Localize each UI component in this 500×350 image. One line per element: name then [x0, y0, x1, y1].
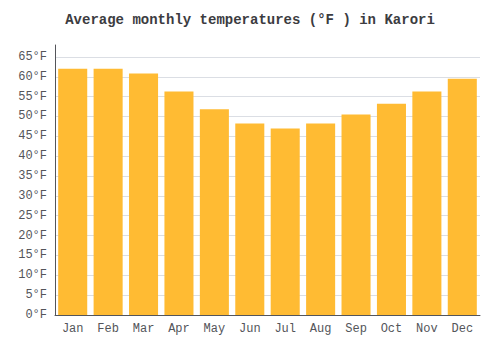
svg-text:Mar: Mar — [133, 322, 155, 336]
svg-text:35°F: 35°F — [18, 169, 47, 183]
svg-text:25°F: 25°F — [18, 209, 47, 223]
svg-text:Jun: Jun — [239, 322, 261, 336]
svg-text:Feb: Feb — [97, 322, 119, 336]
svg-text:Jan: Jan — [62, 322, 84, 336]
svg-text:Apr: Apr — [168, 322, 190, 336]
svg-text:Dec: Dec — [451, 322, 473, 336]
svg-text:Nov: Nov — [416, 322, 438, 336]
svg-text:20°F: 20°F — [18, 229, 47, 243]
svg-text:0°F: 0°F — [25, 308, 47, 322]
svg-text:Aug: Aug — [310, 322, 332, 336]
svg-text:40°F: 40°F — [18, 149, 47, 163]
svg-text:Jul: Jul — [274, 322, 296, 336]
svg-text:Sep: Sep — [345, 322, 367, 336]
svg-text:45°F: 45°F — [18, 129, 47, 143]
svg-text:50°F: 50°F — [18, 109, 47, 123]
svg-text:15°F: 15°F — [18, 248, 47, 262]
svg-text:30°F: 30°F — [18, 189, 47, 203]
svg-text:Oct: Oct — [381, 322, 403, 336]
svg-text:May: May — [204, 322, 226, 336]
svg-text:65°F: 65°F — [18, 50, 47, 64]
svg-text:60°F: 60°F — [18, 70, 47, 84]
svg-text:10°F: 10°F — [18, 268, 47, 282]
svg-text:Average monthly temperatures (: Average monthly temperatures (°F ) in Ka… — [65, 12, 435, 28]
svg-text:55°F: 55°F — [18, 90, 47, 104]
svg-text:5°F: 5°F — [25, 288, 47, 302]
